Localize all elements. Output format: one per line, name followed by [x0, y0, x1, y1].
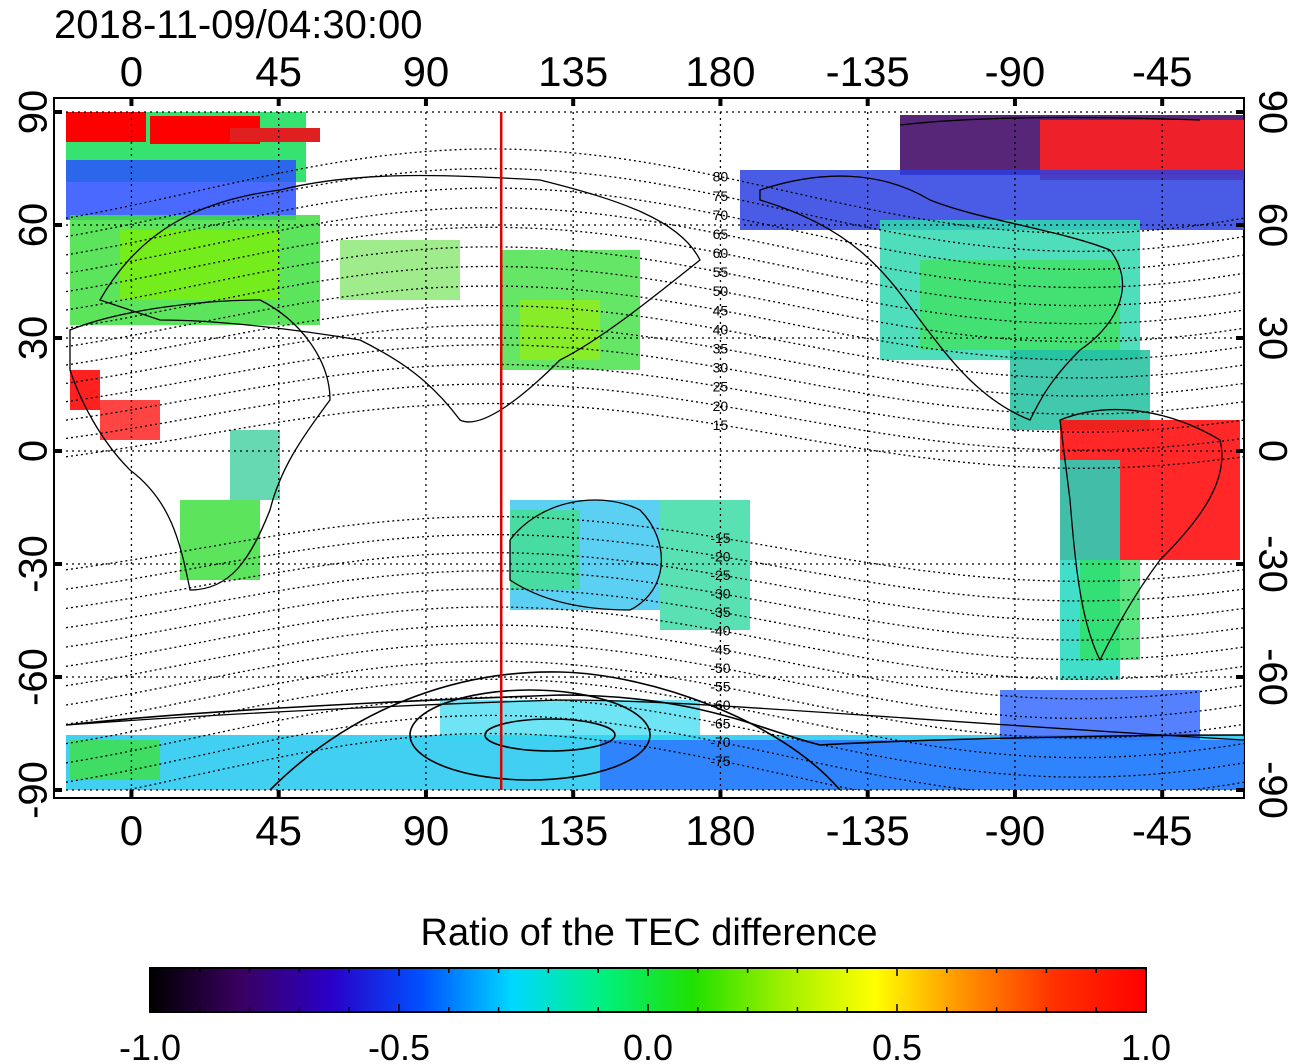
contour-label: -70	[710, 734, 730, 750]
colorbar-tick-label: 0.0	[623, 1027, 673, 1064]
y-tick-label-right: 0	[1250, 440, 1294, 462]
y-tick-label-right: 60	[1250, 203, 1294, 248]
x-axis-bottom-labels: 0 45 90 135 180 -135 -90 -45	[120, 807, 1193, 854]
colorbar-tick-labels: -1.0 -0.5 0.0 0.5 1.0	[119, 1027, 1171, 1064]
colorbar-tick-label: 1.0	[1121, 1027, 1171, 1064]
x-tick-label-top: 135	[538, 48, 608, 95]
y-tick-label-right: 30	[1250, 316, 1294, 361]
x-tick-label-bottom: -45	[1132, 807, 1193, 854]
contour-label: 45	[713, 302, 729, 318]
y-tick-label-left: -60	[12, 648, 56, 706]
y-tick-label-right: 90	[1250, 90, 1294, 135]
y-tick-label-left: 60	[12, 203, 56, 248]
contour-label: 80	[713, 169, 729, 185]
contour-label: -65	[710, 716, 730, 732]
x-tick-label-bottom: 0	[120, 807, 143, 854]
axis-ticks	[54, 98, 1244, 798]
colorbar-tick-label: 0.5	[872, 1027, 922, 1064]
y-tick-label-right: -60	[1250, 648, 1294, 706]
contour-label: -45	[710, 641, 730, 657]
contour-label: -20	[710, 548, 730, 564]
contour-label: 75	[713, 188, 729, 204]
auroral-oval-lines	[66, 671, 1244, 790]
contour-label: 70	[713, 207, 729, 223]
y-axis-left-labels: 90 60 30 0 -30 -60 -90	[12, 90, 56, 819]
x-tick-label-top: 45	[255, 48, 302, 95]
coastlines	[66, 116, 1244, 741]
y-tick-label-left: 0	[12, 440, 56, 462]
contour-label: -60	[710, 697, 730, 713]
colorbar: Ratio of the TEC difference -1.0 -0.5 0.0 0…	[119, 912, 1171, 1064]
x-tick-label-top: 0	[120, 48, 143, 95]
contour-label: -50	[710, 660, 730, 676]
y-tick-label-left: 90	[12, 90, 56, 135]
x-tick-label-bottom: -135	[826, 807, 910, 854]
x-tick-label-top: -45	[1132, 48, 1193, 95]
contour-label: -25	[710, 567, 730, 583]
map-panel: 80 75 70 65 60 55 50 45 40 35 30 25 20 15 -15 -20 -25 -30…	[12, 48, 1295, 854]
contour-label: -40	[710, 623, 730, 639]
contour-label: 15	[713, 417, 729, 433]
contour-label: -35	[710, 604, 730, 620]
x-tick-label-top: 90	[403, 48, 450, 95]
x-tick-label-bottom: -90	[985, 807, 1046, 854]
timestamp-title: 2018-11-09/04:30:00	[54, 3, 422, 47]
magnetic-latitude-contours	[66, 148, 1244, 790]
y-tick-label-left: -90	[12, 761, 56, 819]
x-tick-label-bottom: 180	[685, 807, 755, 854]
colorbar-tick-label: -1.0	[119, 1027, 181, 1064]
x-tick-label-bottom: 45	[255, 807, 302, 854]
contour-label: 65	[713, 226, 729, 242]
y-tick-label-left: 30	[12, 316, 56, 361]
x-tick-label-top: 180	[685, 48, 755, 95]
colorbar-tick-label: -0.5	[368, 1027, 430, 1064]
contour-label: -15	[710, 530, 730, 546]
contour-label: -30	[710, 586, 730, 602]
contour-label: 40	[713, 321, 729, 337]
x-axis-top-labels: 0 45 90 135 180 -135 -90 -45	[120, 48, 1193, 95]
contour-label: 30	[713, 360, 729, 376]
contour-label: 55	[713, 264, 729, 280]
colorbar-ticks	[149, 968, 1147, 1012]
contour-label: -75	[710, 753, 730, 769]
y-tick-label-right: -90	[1250, 761, 1294, 819]
contour-label-group: 80 75 70 65 60 55 50 45 40 35 30 25 20 15 -15 -20 -25 -30…	[710, 169, 730, 769]
contour-label: 25	[713, 379, 729, 395]
x-tick-label-top: -90	[985, 48, 1046, 95]
x-tick-label-top: -135	[826, 48, 910, 95]
contour-label: -55	[710, 678, 730, 694]
contour-label: 20	[713, 398, 729, 414]
y-tick-label-right: -30	[1250, 535, 1294, 593]
colorbar-title: Ratio of the TEC difference	[421, 912, 878, 954]
contour-label: 35	[713, 340, 729, 356]
contour-label: 50	[713, 283, 729, 299]
y-tick-label-left: -30	[12, 535, 56, 593]
x-tick-label-bottom: 135	[538, 807, 608, 854]
y-axis-right-labels: 90 60 30 0 -30 -60 -90	[1250, 90, 1294, 819]
x-tick-label-bottom: 90	[403, 807, 450, 854]
contour-label: 60	[713, 245, 729, 261]
